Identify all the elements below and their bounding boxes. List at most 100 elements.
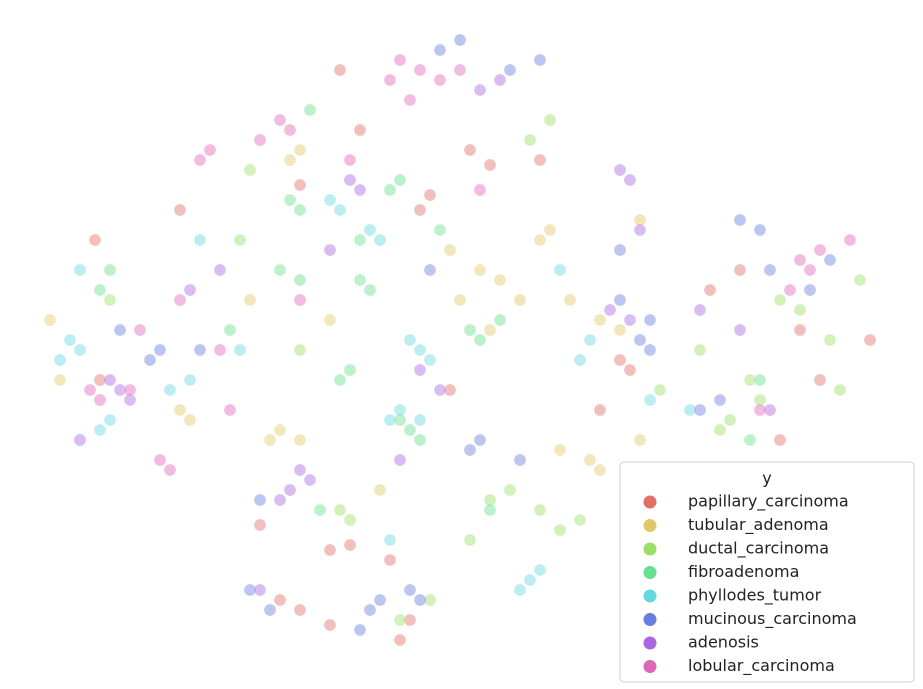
point [373,593,387,607]
point [383,553,397,567]
point [483,493,497,507]
point [273,423,287,437]
point [283,153,297,167]
point [693,303,707,317]
point [433,383,447,397]
point [293,343,307,357]
point [233,233,247,247]
point [493,273,507,287]
point [593,403,607,417]
point [393,453,407,467]
point [733,263,747,277]
point [283,483,297,497]
point [753,393,767,407]
point [413,343,427,357]
point [273,593,287,607]
legend-marker [643,542,657,556]
point [293,273,307,287]
point [93,423,107,437]
point [173,293,187,307]
point [633,213,647,227]
point [403,333,417,347]
point [103,413,117,427]
point [343,173,357,187]
point [583,453,597,467]
point [643,313,657,327]
legend-title: y [762,469,771,488]
point [413,433,427,447]
point [293,178,307,192]
legend-label: fibroadenoma [688,562,799,581]
point [193,233,207,247]
legend-marker [643,613,657,626]
point [753,403,767,417]
point [793,253,807,267]
point [83,383,97,397]
point [613,293,627,307]
point [533,233,547,247]
point [103,293,117,307]
point [163,383,177,397]
point [553,443,567,457]
point [253,518,267,532]
point [103,373,117,387]
point [333,63,347,77]
point [473,433,487,447]
point [243,293,257,307]
point [293,463,307,477]
point [553,523,567,537]
legend-marker [643,495,657,509]
legend-label: adenosis [688,633,759,652]
point [823,253,837,267]
point [733,213,747,227]
point [373,483,387,497]
point [333,503,347,517]
point [863,333,877,347]
point [713,423,727,437]
point [413,593,427,607]
point [253,493,267,507]
point [533,503,547,517]
point [333,203,347,217]
point [393,403,407,417]
point [383,533,397,547]
point [423,593,437,607]
legend-label: phyllodes_tumor [688,586,822,606]
point [433,43,447,57]
point [343,363,357,377]
point [593,463,607,477]
point [773,433,787,447]
point [623,363,637,377]
point [613,353,627,367]
point [403,613,417,627]
point [793,323,807,337]
point [193,153,207,167]
point [433,73,447,87]
point [293,293,307,307]
point [183,413,197,427]
point [623,173,637,187]
point [413,203,427,217]
point [313,503,327,517]
point [683,403,697,417]
point [563,293,577,307]
point [173,403,187,417]
point [203,143,217,157]
point [743,373,757,387]
point [423,188,437,202]
legend-label: ductal_carcinoma [688,539,829,559]
point [193,343,207,357]
point [753,373,767,387]
point [143,353,157,367]
legend-marker [643,566,657,579]
point [363,283,377,297]
point [273,263,287,277]
legend-marker [643,519,657,532]
point [403,583,417,597]
point [253,583,267,597]
point [543,223,557,237]
point [503,63,517,77]
point [493,73,507,87]
point [393,413,407,427]
